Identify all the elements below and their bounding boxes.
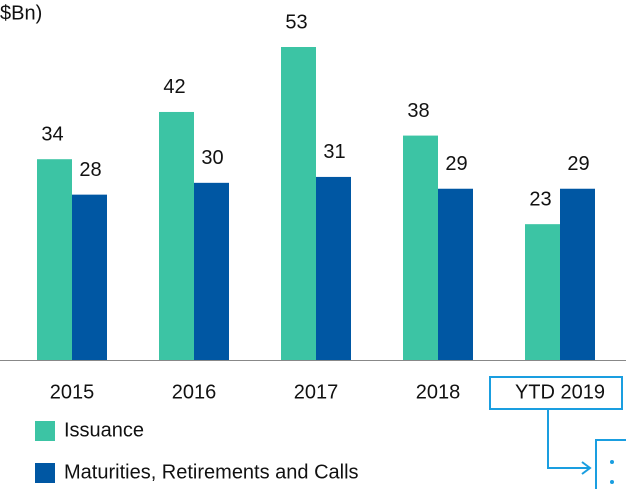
data-label: 29 xyxy=(445,153,467,175)
callout-arrow xyxy=(547,409,590,469)
data-label: 29 xyxy=(567,153,589,175)
x-tick-label: 2015 xyxy=(50,381,95,403)
callout-box xyxy=(595,439,626,489)
bar xyxy=(403,135,438,360)
bar xyxy=(37,159,72,360)
bar xyxy=(194,182,229,360)
data-label: 42 xyxy=(163,76,185,98)
bar xyxy=(316,176,351,360)
bar xyxy=(525,224,560,360)
legend-label: Maturities, Retirements and Calls xyxy=(64,461,359,483)
bar xyxy=(438,188,473,360)
unit-label: $Bn) xyxy=(0,2,42,24)
data-label: 23 xyxy=(529,188,551,210)
legend-swatch xyxy=(35,421,55,441)
legend-swatch xyxy=(35,463,55,483)
x-tick-label: YTD 2019 xyxy=(515,381,605,403)
highlight-box xyxy=(489,376,623,410)
data-label: 31 xyxy=(323,141,345,163)
bar xyxy=(72,194,107,360)
callout-dot xyxy=(610,460,614,464)
data-label: 38 xyxy=(407,100,429,122)
legend-label: Issuance xyxy=(64,419,144,441)
arrow-head xyxy=(581,461,592,475)
data-label: 34 xyxy=(41,123,63,145)
callout-dot xyxy=(610,480,614,484)
bar xyxy=(281,47,316,360)
bar xyxy=(159,111,194,360)
data-label: 53 xyxy=(285,11,307,33)
x-tick-label: 2016 xyxy=(172,381,217,403)
x-tick-label: 2017 xyxy=(294,381,339,403)
x-tick-label: 2018 xyxy=(416,381,461,403)
data-label: 30 xyxy=(201,147,223,169)
data-label: 28 xyxy=(79,159,101,181)
bar xyxy=(560,188,595,360)
